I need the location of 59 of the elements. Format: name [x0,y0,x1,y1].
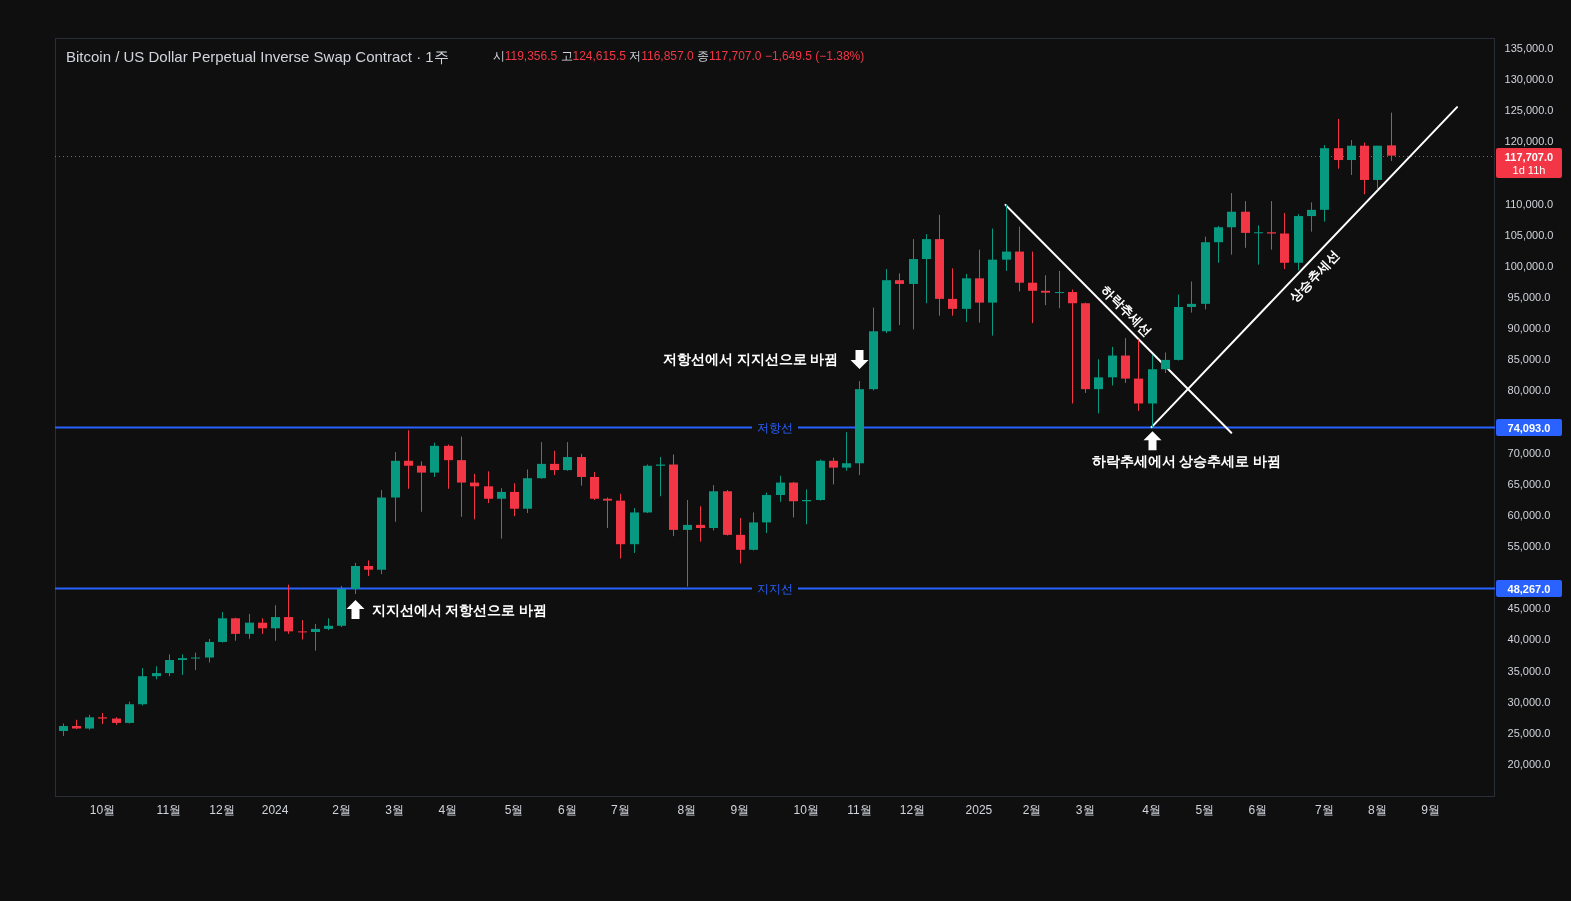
ref-line-label: 1d 11h [1512,163,1546,176]
x-tick-label: 8월 [1368,803,1387,817]
x-tick-label: 2024 [261,803,289,817]
y-tick-label: 130,000.0 [1504,73,1554,86]
y-tick-label: 55,000.0 [1507,540,1551,553]
price-tag: 117,707.0 1d 11h [1496,148,1562,178]
x-tick-label: 10월 [89,803,116,817]
y-tick-label: 35,000.0 [1507,664,1551,677]
x-tick-label: 12월 [899,803,926,817]
annotation: 저항선에서 지지선으로 바뀜 [662,351,839,368]
y-tick-label: 30,000.0 [1507,695,1551,708]
annotation: 하락추세에서 상승추세로 바뀜 [1091,453,1282,470]
y-tick-label: 70,000.0 [1507,446,1551,459]
y-tick-label: 110,000.0 [1504,197,1554,210]
y-tick-label: 100,000.0 [1504,259,1554,272]
y-tick-label: 80,000.0 [1507,384,1551,397]
x-tick-label: 11월 [156,803,182,817]
y-tick-label: 45,000.0 [1507,602,1551,615]
x-tick-label: 10월 [793,803,819,817]
price-tag: 74,093.0 [1496,419,1562,436]
y-tick-label: 90,000.0 [1507,322,1551,335]
x-tick-label: 8월 [677,803,697,817]
y-tick-label: 120,000.0 [1504,135,1554,148]
x-tick-label: 9월 [1421,803,1440,817]
subtitle: 시119,356.5 고124,615.5 저116,857.0 종117,707.0 −1,649.5 (−1.38%) [492,49,865,63]
x-tick-label: 4월 [438,803,458,817]
x-tick-label: 7월 [611,803,630,817]
x-tick-label: 3월 [1075,803,1095,817]
y-tick-label: 105,000.0 [1504,228,1554,241]
y-tick-label: 125,000.0 [1504,104,1554,117]
y-tick-label: 60,000.0 [1507,508,1551,521]
reference-line-label: 저항선 [757,420,793,435]
x-tick-label: 7월 [1314,803,1334,817]
x-tick-label: 2025 [965,803,993,817]
title: Bitcoin / US Dollar Perpetual Inverse Swap Contract · 1주 [66,47,449,65]
y-tick-label: 20,000.0 [1507,758,1551,770]
x-tick-label: 6월 [557,803,577,817]
x-tick-label: 12월 [209,803,235,817]
y-tick-label: 65,000.0 [1507,477,1551,490]
price-tag: 48,267.0 [1496,580,1562,597]
y-tick-label: 48,267.0 [1507,582,1551,595]
x-tick-label: 6월 [1248,803,1268,817]
reference-line-label: 지지선 [757,581,793,596]
y-tick-label: 74,093.0 [1507,421,1551,434]
y-tick-label: 85,000.0 [1507,353,1551,366]
x-tick-label: 5월 [1195,803,1215,817]
x-tick-label: 3월 [385,803,404,817]
y-tick-label: 95,000.0 [1507,291,1551,303]
annotation: 지지선에서 저항선으로 바뀜 [371,602,548,618]
x-tick-label: 5월 [504,803,524,817]
x-tick-label: 9월 [730,803,750,817]
x-tick-label: 11월 [847,803,872,817]
y-tick-label: 40,000.0 [1507,633,1551,646]
x-tick-label: 2월 [332,803,351,817]
y-tick-label: 117,707.0 [1504,150,1554,163]
y-tick-label: 135,000.0 [1504,41,1554,54]
y-tick-label: 25,000.0 [1507,726,1551,739]
x-tick-label: 4월 [1142,803,1161,817]
x-tick-label: 2월 [1022,803,1042,817]
